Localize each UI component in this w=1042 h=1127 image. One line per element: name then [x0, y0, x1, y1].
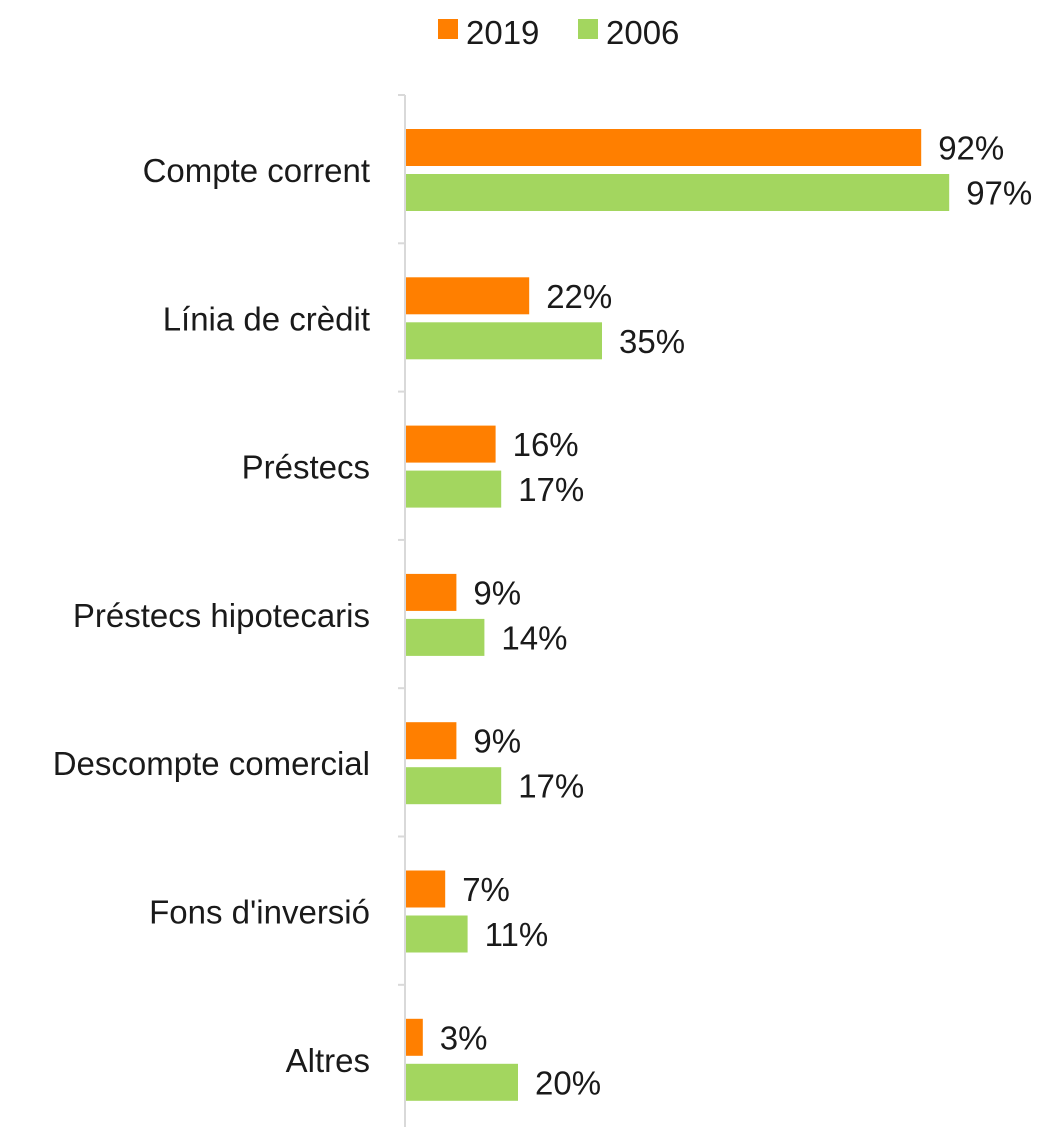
value-labels: 92% 97% 22%35% 16% 17% 9% 14% 9% 17% 7% 11% 3% 20% — [440, 130, 1032, 1102]
category-label-prestecs-hipotecaris: Préstecs hipotecaris — [73, 597, 370, 634]
legend-label: 2019 — [466, 14, 539, 51]
bar-2019-prestecs-hipotecaris — [406, 574, 456, 611]
value-label-2006-compte-corrent: 97% — [966, 175, 1032, 212]
category-label-linia-de-credit: Línia de crèdit — [163, 300, 370, 337]
value-label-2006-linia-de-credit: 35% — [619, 323, 685, 360]
legend-swatch — [578, 19, 598, 39]
category-axis — [398, 95, 405, 1127]
bar-2006-compte-corrent — [406, 174, 949, 211]
value-label-2006-altres: 20% — [535, 1064, 601, 1101]
category-label-descompte-comercial: Descompte comercial — [53, 745, 370, 782]
value-label-2006-prestecs: 17% — [518, 471, 584, 508]
category-label-compte-corrent: Compte corrent — [143, 152, 370, 189]
category-label-altres: Altres — [286, 1042, 370, 1079]
legend: 2019 2006 — [438, 14, 679, 51]
legend-item-2019: 2019 — [438, 14, 539, 51]
bar-2019-prestecs — [406, 426, 496, 463]
value-label-2019-descompte-comercial: 9% — [473, 723, 521, 760]
bar-2019-descompte-comercial — [406, 722, 456, 759]
bar-2019-altres — [406, 1019, 423, 1056]
value-label-2019-linia-de-credit: 22% — [546, 278, 612, 315]
legend-label: 2006 — [606, 14, 679, 51]
bars — [406, 129, 949, 1101]
value-label-2006-descompte-comercial: 17% — [518, 768, 584, 805]
value-label-2019-fons-d-inversio: 7% — [462, 871, 510, 908]
bar-2019-compte-corrent — [406, 129, 921, 166]
value-label-2006-prestecs-hipotecaris: 14% — [501, 619, 567, 656]
value-label-2006-fons-d-inversio: 11% — [485, 916, 549, 953]
category-labels: Compte corrent Línia de crèdit Préstecs Pré… — [53, 152, 370, 1079]
bar-2019-linia-de-credit — [406, 277, 529, 314]
bar-2006-descompte-comercial — [406, 767, 501, 804]
value-label-2019-prestecs-hipotecaris: 9% — [473, 574, 521, 611]
bar-2006-altres — [406, 1064, 518, 1101]
legend-item-2006: 2006 — [578, 14, 679, 51]
bar-2006-prestecs — [406, 471, 501, 508]
bar-2006-linia-de-credit — [406, 322, 602, 359]
value-label-2019-altres: 3% — [440, 1019, 488, 1056]
bar-2006-fons-d-inversio — [406, 916, 468, 953]
category-label-fons-d-inversio: Fons d'inversió — [149, 894, 370, 931]
bar-2019-fons-d-inversio — [406, 871, 445, 908]
category-label-prestecs: Préstecs — [242, 449, 370, 486]
legend-swatch — [438, 19, 458, 39]
bar-2006-prestecs-hipotecaris — [406, 619, 484, 656]
value-label-2019-compte-corrent: 92% — [938, 130, 1004, 167]
value-label-2019-prestecs: 16% — [513, 426, 579, 463]
